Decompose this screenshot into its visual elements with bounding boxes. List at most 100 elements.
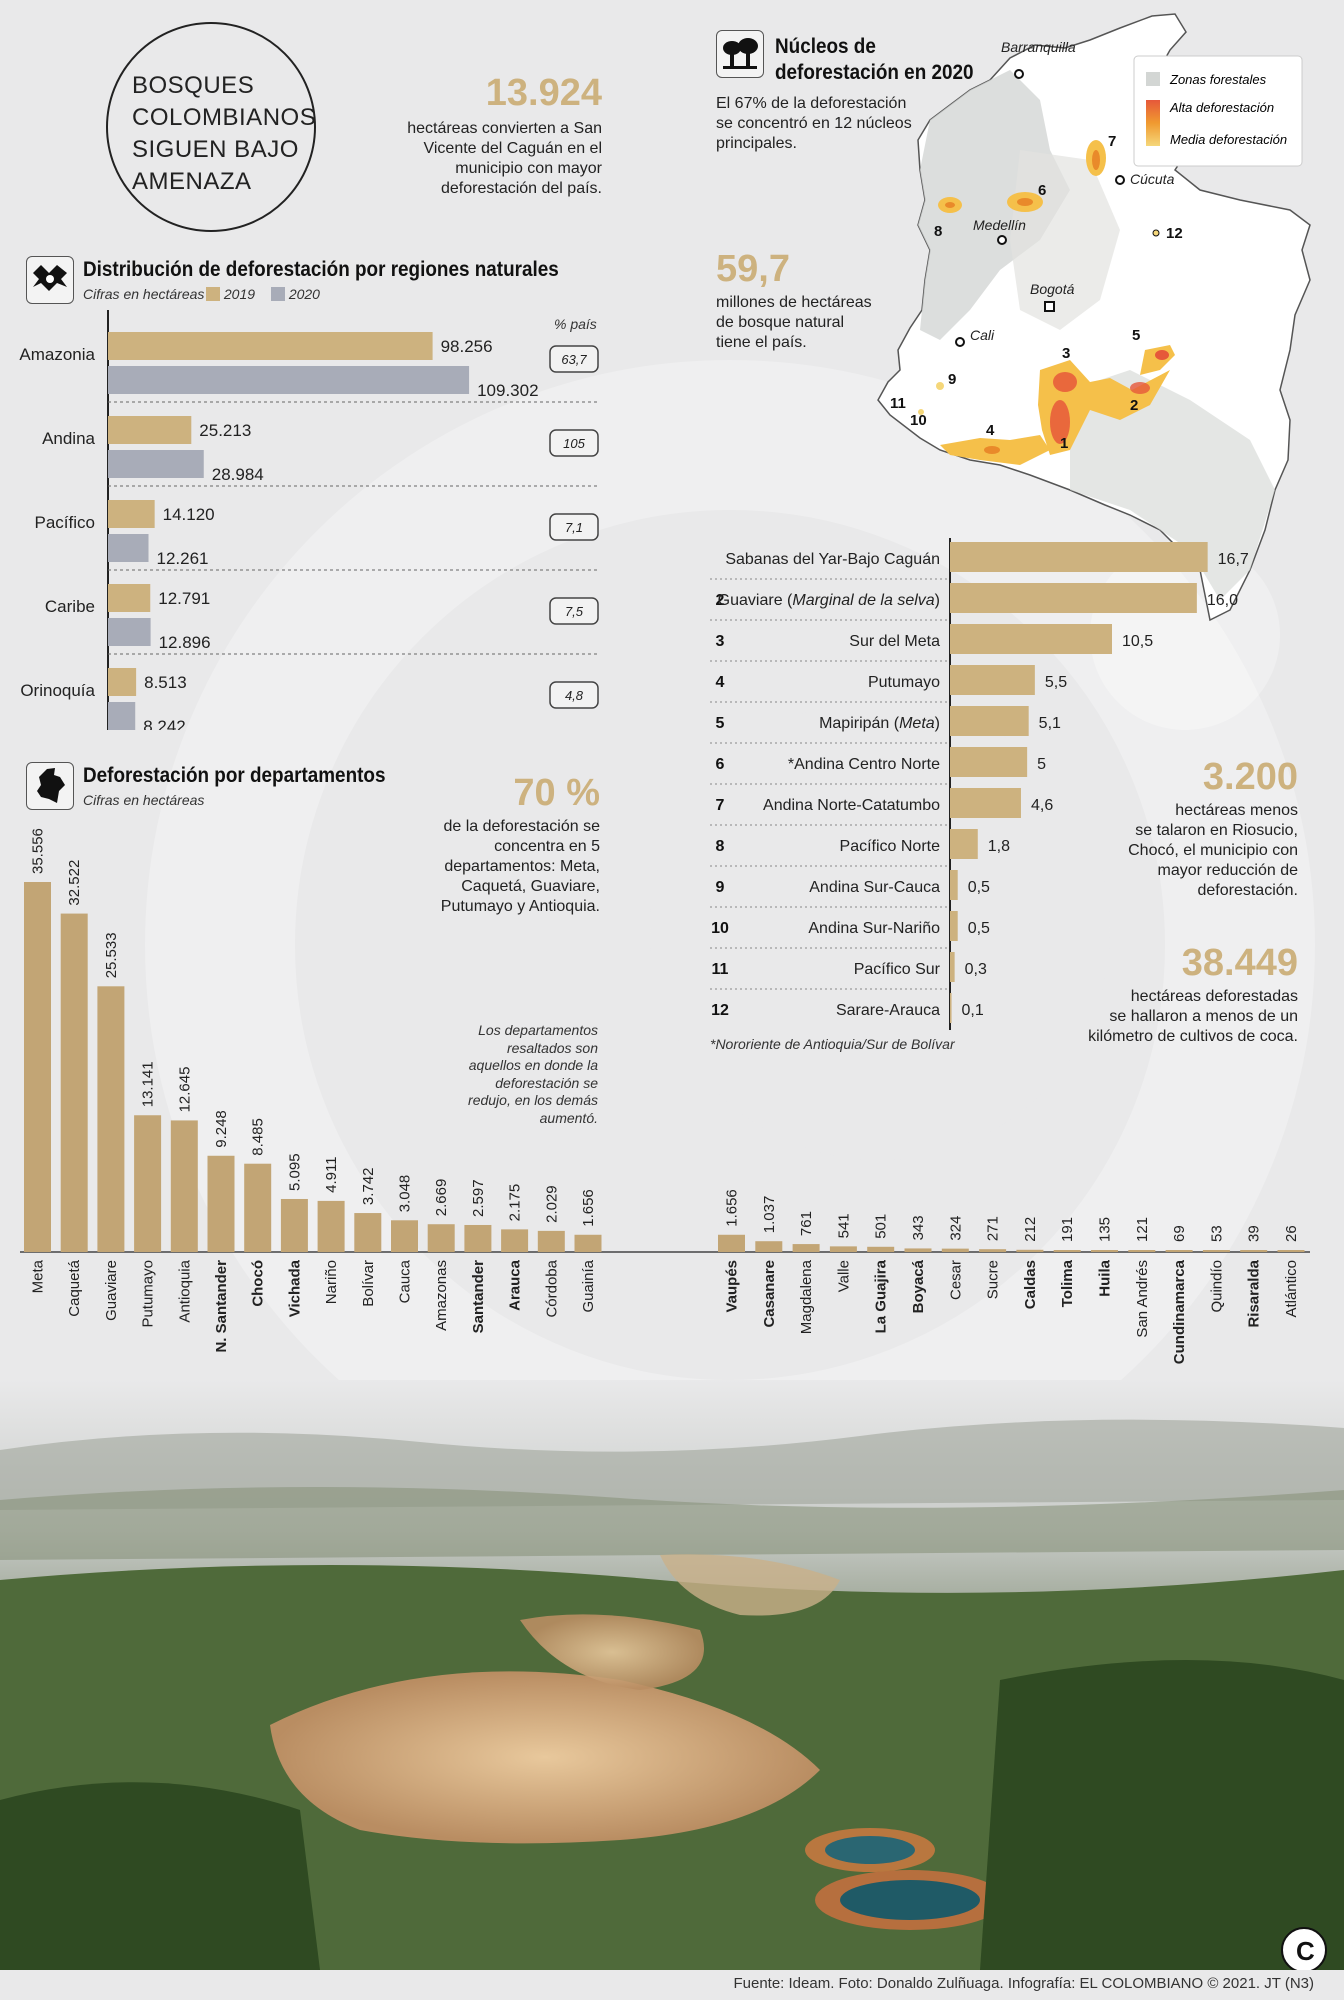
nucleo-bar: [950, 952, 955, 982]
nucleo-rank: 3: [716, 633, 725, 650]
watermark-inner: [650, 700, 1110, 1160]
nucleos-intro: El 67% de la deforestación se concentró e…: [716, 95, 912, 152]
dept-value-label: 32.522: [66, 860, 83, 906]
dept-category-label: Casanare: [761, 1260, 778, 1328]
dept-value-label: 343: [910, 1215, 927, 1240]
region-bar-2019: [108, 332, 433, 360]
dept-category-label: Atlántico: [1283, 1260, 1300, 1318]
region-bar-2019: [108, 500, 155, 528]
stat-38449: 38.449 hectáreas deforestadas se hallaron…: [1088, 942, 1298, 1045]
dept-bar: [464, 1224, 492, 1252]
dept-category-label: Valle: [835, 1260, 852, 1292]
dept-bar: [1202, 1250, 1230, 1252]
nucleo-name: Putumayo: [868, 674, 940, 691]
dept-category-label: Risaralda: [1246, 1259, 1263, 1327]
dept-bar: [317, 1200, 345, 1252]
dept-bar: [979, 1249, 1007, 1252]
pct-pais-label: % país: [554, 316, 597, 332]
region-label: Caribe: [45, 597, 95, 616]
dept-value-label: 53: [1208, 1225, 1225, 1242]
nucleo-name: *Andina Centro Norte: [788, 756, 940, 773]
pct-pill: [549, 681, 599, 709]
dept-value-label: 501: [873, 1214, 890, 1239]
svg-text:6: 6: [1038, 182, 1046, 199]
dept-value-label: 26: [1283, 1225, 1300, 1242]
dept-category-label: Putumayo: [140, 1260, 157, 1328]
dept-value-label: 1.656: [580, 1189, 597, 1227]
region-bar-2020: [108, 534, 149, 562]
dept-value-label: 212: [1022, 1217, 1039, 1242]
city-cali: Cali: [970, 327, 995, 343]
nucleos-chart: 16,7 Sabanas del Yar-Bajo Caguán 16,0 2Guav…: [710, 538, 1249, 1030]
region-value-label: 8.513: [144, 673, 187, 692]
dept-category-label: Vaupés: [724, 1260, 741, 1313]
nucleo-rank: 11: [712, 961, 729, 978]
pct-pill-value: 105: [563, 436, 585, 451]
dept-bar: [97, 986, 125, 1252]
dept-value-label: 5.095: [286, 1153, 303, 1191]
dept-value-label: 2.175: [507, 1184, 524, 1222]
svg-text:8: 8: [934, 223, 942, 240]
dept-value-label: 324: [947, 1216, 964, 1241]
dept-value-label: 2.597: [470, 1179, 487, 1217]
nucleo-bar: [950, 747, 1028, 777]
dept-category-label: Antioquia: [176, 1259, 193, 1322]
dept-bar: [792, 1244, 820, 1252]
dept-bar: [904, 1248, 932, 1252]
svg-text:5: 5: [1132, 327, 1140, 344]
legend-medium: Media deforestación: [1170, 132, 1287, 147]
nucleo-name: Andina Sur-Cauca: [809, 879, 940, 896]
svg-text:12: 12: [1166, 225, 1183, 242]
nucleo-value-label: 10,5: [1122, 633, 1153, 650]
dept-value-label: 761: [798, 1211, 815, 1236]
nucleo-value-label: 5,5: [1045, 674, 1067, 691]
dept-category-label: N. Santander: [213, 1260, 230, 1353]
pct-pill-value: 7,1: [565, 520, 583, 535]
map-legend: Zonas forestales Alta deforestación Medi…: [1133, 55, 1303, 167]
nucleo-rank: 9: [716, 879, 725, 896]
dept-bar: [354, 1213, 382, 1252]
region-value-label: 109.302: [477, 381, 538, 400]
nucleo-name: Pacífico Sur: [854, 961, 941, 978]
dept-category-label: Guaviare: [103, 1260, 120, 1321]
nucleo-value-label: 5,1: [1039, 715, 1061, 732]
region-label: Amazonia: [19, 345, 95, 364]
nucleos-title: Núcleos de deforestación en 2020: [775, 35, 974, 84]
dept-bar: [134, 1115, 162, 1252]
dept-category-label: Cundinamarca: [1171, 1259, 1188, 1364]
region-value-label: 12.261: [157, 549, 209, 568]
region-bar-2019: [108, 668, 137, 696]
title-circle: [106, 22, 316, 232]
dept-bar: [170, 1120, 198, 1252]
region-label: Andina: [42, 429, 95, 448]
legend-2019: 2019: [223, 286, 256, 302]
dept-category-label: Huila: [1097, 1259, 1114, 1296]
dept-value-label: 1.656: [724, 1189, 741, 1227]
dept-value-label: 9.248: [213, 1110, 230, 1148]
region-bar-2020: [108, 702, 136, 730]
nucleo-value-label: 1,8: [988, 838, 1010, 855]
svg-text:C: C: [1296, 1936, 1315, 1966]
pct-pill: [549, 513, 599, 541]
dept-category-label: Tolima: [1059, 1259, 1076, 1307]
map-nucleo-numbers: 1 2 3 4 5 6 7 8 9 10 11 12: [890, 133, 1183, 452]
aerial-photo: C: [0, 1380, 1344, 1970]
svg-text:7: 7: [1108, 133, 1116, 150]
dept-value-label: 25.533: [103, 932, 120, 978]
dept-bar: [1165, 1250, 1193, 1252]
dept-bar: [427, 1224, 455, 1252]
region-value-label: 12.896: [159, 633, 211, 652]
colombia-icon: [26, 762, 74, 810]
regions-title: Distribución de deforestación por region…: [83, 258, 559, 281]
dept-value-label: 2.029: [543, 1185, 560, 1223]
city-bogota: Bogotá: [1030, 281, 1075, 297]
dept-bar: [755, 1241, 783, 1252]
stat-59-7: 59,7 millones de hectáreas de bosque natu…: [716, 248, 872, 351]
dept-bar: [501, 1229, 529, 1252]
regions-chart: Amazonia 98.256 109.302 63,7 Andina 25.213 28.…: [19, 310, 600, 730]
dept-category-label: Vichada: [286, 1259, 303, 1317]
nucleo-bar: [950, 829, 978, 859]
nucleo-rank: 8: [716, 838, 725, 855]
dept-category-label: Meta: [30, 1259, 47, 1293]
dept-category-label: Sucre: [985, 1260, 1002, 1299]
